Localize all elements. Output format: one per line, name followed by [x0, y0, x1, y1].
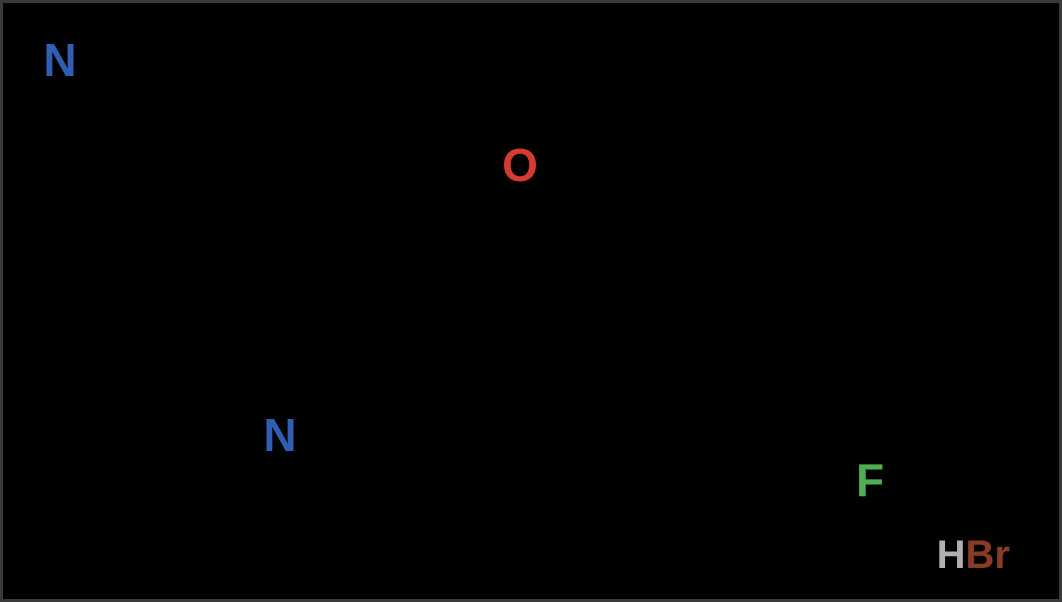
- salt-label: HBr: [937, 533, 1010, 577]
- atom-label-n: N: [43, 34, 76, 86]
- atom-label-o: O: [502, 139, 538, 191]
- atom-label-f: F: [856, 454, 884, 506]
- bond: [840, 410, 859, 454]
- atom-label-n: N: [263, 409, 296, 461]
- bond: [480, 310, 660, 315]
